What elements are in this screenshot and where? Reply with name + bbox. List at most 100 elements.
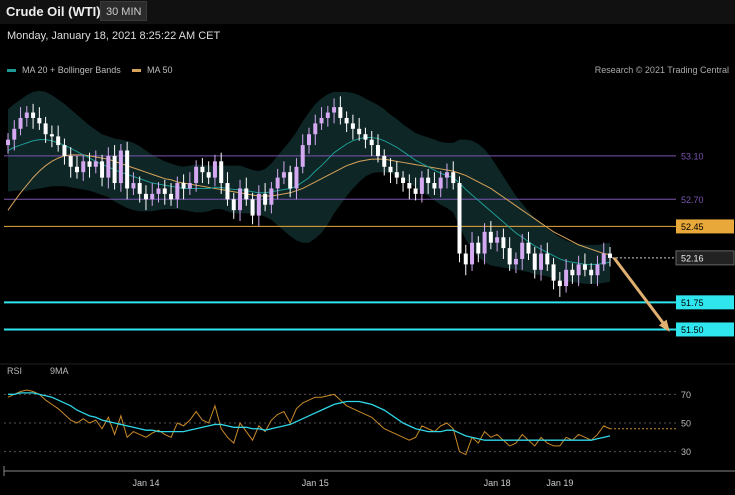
candle-body bbox=[294, 166, 299, 189]
candle bbox=[539, 244, 544, 281]
candle bbox=[488, 221, 493, 250]
candle-body bbox=[582, 264, 587, 270]
candle bbox=[513, 252, 518, 274]
candle-body bbox=[106, 155, 111, 178]
candle bbox=[137, 176, 142, 203]
candle bbox=[394, 161, 399, 185]
projection-arrow-shaft bbox=[612, 256, 670, 331]
candle-body bbox=[112, 155, 117, 184]
candle-body bbox=[394, 172, 399, 178]
level-label-52-16: 52.16 bbox=[675, 250, 735, 266]
candle-body bbox=[68, 155, 73, 167]
candle bbox=[156, 181, 161, 203]
candle-body bbox=[62, 145, 67, 156]
rsi-series-9ma bbox=[8, 392, 611, 441]
candle-body bbox=[501, 237, 506, 249]
candle bbox=[601, 242, 606, 271]
candle-body bbox=[206, 172, 211, 178]
candle-body bbox=[595, 264, 600, 276]
candle bbox=[532, 247, 537, 279]
candle-body bbox=[231, 199, 236, 211]
candle bbox=[470, 231, 475, 271]
x-tick-label-jan-18: Jan 18 bbox=[484, 478, 511, 488]
candle-body bbox=[187, 183, 192, 189]
candle bbox=[24, 106, 29, 127]
candle-body bbox=[589, 269, 594, 276]
candle bbox=[438, 171, 443, 198]
candle-body bbox=[545, 253, 550, 265]
candle-body bbox=[444, 172, 449, 178]
candle bbox=[520, 234, 525, 270]
candle-body bbox=[200, 166, 205, 173]
level-label-51-50: 51.50 bbox=[676, 322, 734, 337]
candle bbox=[175, 176, 180, 208]
candle bbox=[482, 223, 487, 265]
candle-body bbox=[608, 253, 612, 258]
level-label-text: 52.45 bbox=[681, 222, 704, 232]
candle-body bbox=[300, 145, 305, 167]
level-label-text: 52.70 bbox=[681, 195, 704, 205]
candle-body bbox=[426, 177, 431, 184]
candle bbox=[582, 253, 587, 277]
candle bbox=[457, 176, 462, 263]
candle bbox=[219, 152, 224, 194]
ma50-label: MA 50 bbox=[147, 65, 173, 75]
candle-body bbox=[256, 193, 261, 216]
candle bbox=[545, 242, 550, 271]
level-label-text: 51.75 bbox=[681, 298, 704, 308]
candle bbox=[319, 107, 324, 130]
candle-body bbox=[576, 264, 581, 276]
rsi-label: RSI bbox=[7, 366, 23, 376]
candle-body bbox=[18, 117, 23, 129]
candle-body bbox=[532, 253, 537, 270]
candle-body bbox=[156, 188, 161, 194]
timeframe-button[interactable]: 30 MIN bbox=[100, 1, 148, 21]
candle-body bbox=[169, 193, 174, 200]
candle bbox=[401, 171, 406, 192]
candle bbox=[225, 172, 230, 206]
candle bbox=[344, 111, 349, 133]
rsi-tick-label-70: 70 bbox=[681, 390, 691, 400]
candle-body bbox=[388, 166, 393, 173]
candle-body bbox=[219, 161, 224, 184]
candle-body bbox=[275, 177, 280, 189]
candle-body bbox=[238, 188, 243, 211]
candle bbox=[56, 125, 61, 152]
level-label-51-75: 51.75 bbox=[676, 295, 734, 310]
candle-body bbox=[570, 269, 575, 276]
candle-body bbox=[539, 253, 544, 270]
candle bbox=[444, 163, 449, 189]
candle bbox=[476, 236, 481, 263]
candle-body bbox=[244, 188, 249, 200]
candle-body bbox=[432, 183, 437, 189]
candle bbox=[125, 141, 130, 200]
candle-body bbox=[125, 150, 130, 189]
candle bbox=[463, 244, 468, 276]
candle bbox=[87, 152, 92, 178]
candle-body bbox=[263, 193, 268, 205]
candle bbox=[350, 114, 355, 140]
candle-body bbox=[344, 117, 349, 124]
candle bbox=[589, 263, 594, 284]
candle bbox=[307, 127, 311, 154]
candle-body bbox=[143, 193, 148, 200]
candle bbox=[49, 125, 54, 148]
candle bbox=[169, 183, 174, 206]
candle-body bbox=[520, 242, 525, 259]
level-label-box bbox=[676, 295, 734, 310]
candle bbox=[6, 133, 10, 154]
candle bbox=[68, 147, 73, 178]
candle bbox=[357, 117, 362, 141]
candle-body bbox=[470, 242, 475, 265]
candle bbox=[388, 158, 393, 184]
candle bbox=[570, 263, 575, 284]
ma50-swatch bbox=[132, 68, 141, 72]
candle bbox=[62, 138, 67, 165]
candle-body bbox=[175, 183, 180, 200]
candle bbox=[288, 165, 293, 198]
legend-9ma: 9MA bbox=[50, 366, 69, 376]
legend-ma20: MA 20 + Bollinger Bands bbox=[7, 65, 121, 75]
ma20-swatch bbox=[7, 68, 16, 72]
legend-ma50: MA 50 bbox=[132, 65, 173, 75]
